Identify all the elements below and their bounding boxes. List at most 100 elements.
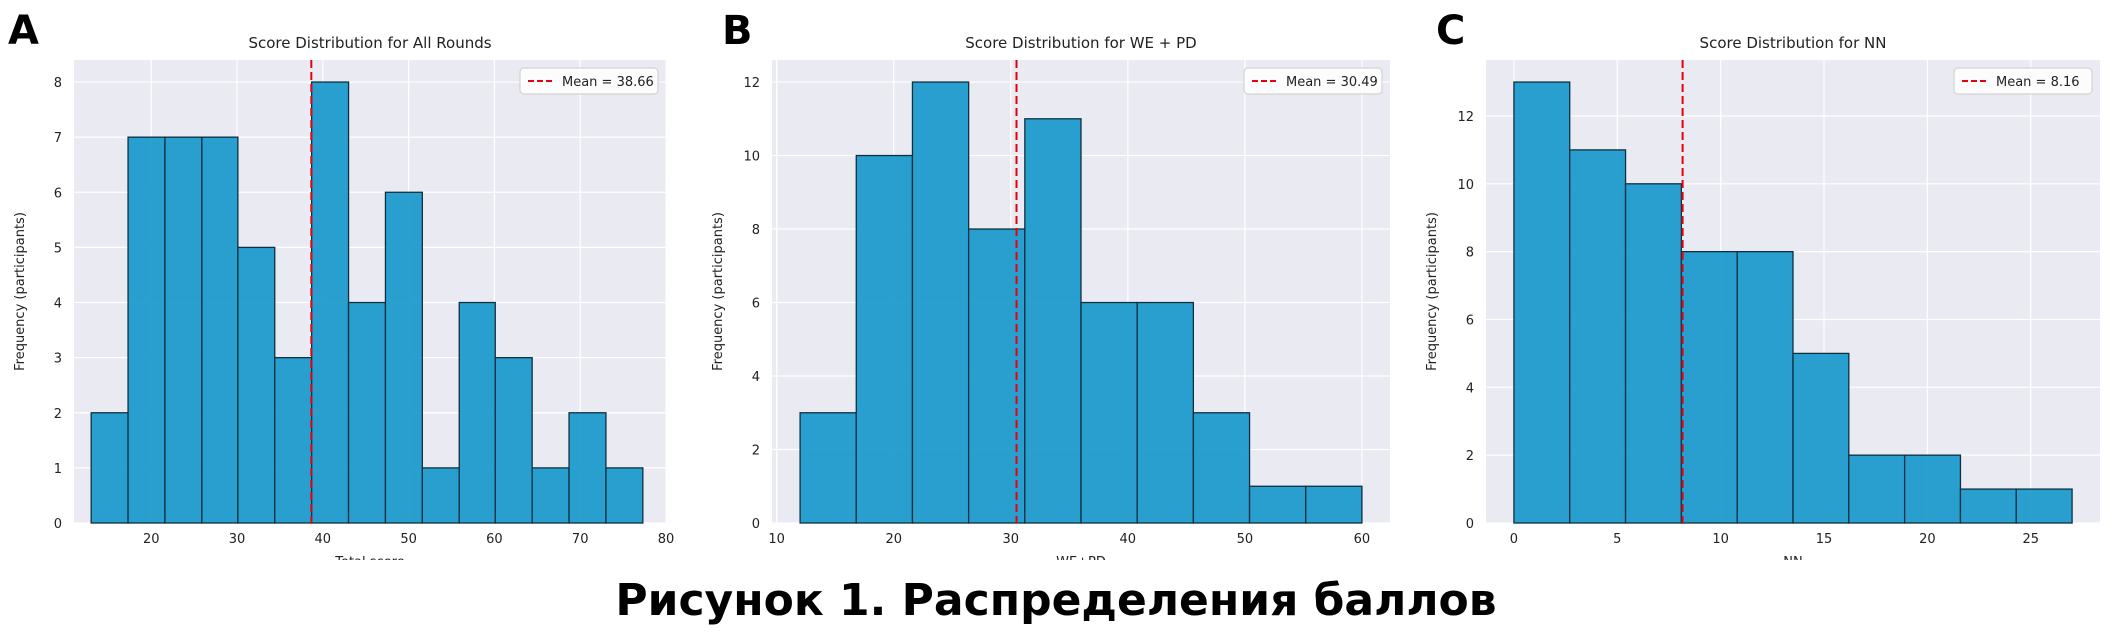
histogram-bar — [1136, 301, 1195, 524]
x-tick-label: 70 — [572, 532, 589, 547]
y-tick-label: 1 — [54, 462, 62, 477]
x-tick-label: 15 — [1816, 532, 1833, 547]
x-tick-label: 60 — [1354, 532, 1371, 547]
y-tick-label: 5 — [54, 241, 62, 256]
y-tick-label: 6 — [752, 297, 760, 312]
histogram-bar — [1569, 149, 1627, 524]
chart-title: Score Distribution for WE + PD — [965, 34, 1196, 52]
chart-panel-c: 0 2 4 6 8 10 12 0 5 10 15 20 25 Mean = 8.16 Score Dist… — [1425, 8, 2100, 560]
legend-box — [1953, 67, 2093, 95]
x-tick-label: 40 — [1120, 532, 1137, 547]
x-tick-label: 80 — [658, 532, 675, 547]
y-tick-label: 7 — [54, 131, 62, 146]
histogram-bar — [605, 467, 644, 524]
histogram-bar — [90, 412, 129, 524]
y-axis-label: Frequency (participants) — [1425, 212, 1440, 371]
x-axis-label: WE+PD — [1056, 555, 1106, 560]
y-tick-label: 0 — [752, 517, 760, 532]
histogram-bar — [384, 191, 423, 524]
y-tick-label: 8 — [54, 76, 62, 91]
x-tick-label: 30 — [1002, 532, 1019, 547]
panel-letter: A — [8, 8, 39, 54]
chart-title: Score Distribution for NN — [1700, 34, 1887, 52]
histogram-bar — [1792, 352, 1850, 524]
x-tick-label: 30 — [229, 532, 246, 547]
histogram-bar — [274, 356, 313, 524]
histogram-bar — [237, 246, 276, 524]
histogram-bar — [1680, 250, 1738, 524]
histogram-bar — [1024, 118, 1082, 524]
y-tick-label: 12 — [1457, 110, 1474, 125]
legend-mean-label: Mean = 38.66 — [562, 75, 654, 90]
chart-panel-a: 0 1 2 3 4 5 6 7 8 20 30 40 50 60 70 80 Mean = 38.66 Score… — [8, 8, 674, 560]
y-tick-label: 6 — [54, 186, 62, 201]
histogram-bar — [494, 356, 533, 524]
x-tick-label: 20 — [143, 532, 160, 547]
y-tick-label: 8 — [1466, 246, 1474, 261]
figure-caption: Рисунок 1. Распределения баллов — [615, 575, 1497, 626]
y-axis-label: Frequency (participants) — [13, 212, 28, 371]
histogram-bar — [531, 467, 570, 524]
x-tick-label: 10 — [768, 532, 785, 547]
legend-mean-label: Mean = 30.49 — [1286, 75, 1378, 90]
y-tick-label: 12 — [743, 76, 760, 91]
x-tick-label: 5 — [1613, 532, 1621, 547]
histogram-bar — [855, 154, 914, 524]
x-axis-label: Total score — [334, 555, 404, 560]
histogram-bar — [568, 412, 607, 524]
y-tick-label: 10 — [1457, 178, 1474, 193]
histogram-bar — [799, 412, 857, 524]
panel-letter: B — [722, 8, 753, 54]
histogram-bar — [311, 81, 350, 524]
x-tick-label: 40 — [315, 532, 332, 547]
y-tick-label: 6 — [1466, 313, 1474, 328]
histogram-bar — [1959, 488, 2017, 524]
histogram-bar — [2015, 488, 2073, 524]
histogram-bar — [1624, 183, 1683, 524]
x-tick-label: 0 — [1510, 532, 1518, 547]
histogram-bar — [1848, 454, 1906, 524]
chart-title: Score Distribution for All Rounds — [248, 34, 491, 52]
histogram-bar — [347, 301, 387, 524]
x-tick-label: 50 — [400, 532, 417, 547]
histogram-bar — [967, 228, 1026, 524]
panel-letter: C — [1436, 8, 1465, 54]
histogram-bar — [201, 136, 239, 524]
histogram-bar — [1248, 485, 1307, 524]
y-tick-label: 2 — [54, 407, 62, 422]
y-tick-label: 8 — [752, 223, 760, 238]
chart-panel-b: 0 2 4 6 8 10 12 10 20 30 40 50 60 Mean = 30.49 Score D… — [711, 8, 1390, 560]
y-tick-label: 2 — [1466, 449, 1474, 464]
y-tick-label: 0 — [1466, 517, 1474, 532]
x-tick-label: 50 — [1237, 532, 1254, 547]
legend-mean-label: Mean = 8.16 — [1996, 75, 2080, 90]
x-tick-label: 20 — [885, 532, 902, 547]
histogram-bar — [1305, 485, 1363, 524]
y-axis-label: Frequency (participants) — [711, 212, 726, 371]
y-tick-label: 4 — [1466, 381, 1474, 396]
x-axis-label: NN — [1783, 555, 1802, 560]
y-tick-label: 2 — [752, 444, 760, 459]
x-tick-label: 25 — [2022, 532, 2039, 547]
x-tick-label: 20 — [1919, 532, 1936, 547]
histogram-bar — [164, 136, 203, 524]
y-tick-label: 3 — [54, 352, 62, 367]
y-tick-label: 4 — [54, 297, 62, 312]
histogram-bar — [458, 301, 496, 524]
histogram-bar — [1513, 81, 1571, 524]
y-tick-label: 0 — [54, 517, 62, 532]
histogram-bar — [127, 136, 166, 524]
histogram-bar — [1192, 412, 1251, 524]
x-tick-label: 60 — [486, 532, 503, 547]
histogram-bar — [1903, 454, 1962, 524]
y-tick-label: 4 — [752, 370, 760, 385]
histogram-bar — [1080, 301, 1138, 524]
histogram-bar — [911, 81, 970, 524]
histogram-bar — [421, 467, 460, 524]
histogram-bar — [1736, 250, 1794, 524]
legend-box — [519, 67, 659, 95]
y-tick-label: 10 — [743, 150, 760, 165]
x-tick-label: 10 — [1712, 532, 1729, 547]
legend-box — [1243, 67, 1383, 95]
